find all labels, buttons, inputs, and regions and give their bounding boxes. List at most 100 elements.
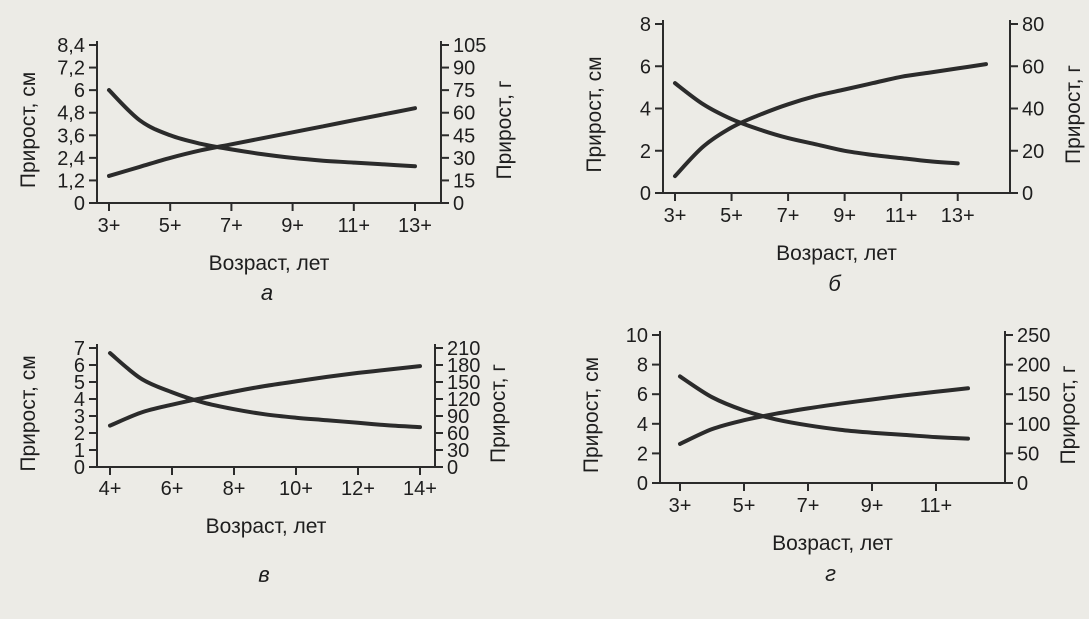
x-axis-label: Возраст, лет: [776, 242, 897, 265]
x-tick-label: 5+: [720, 205, 743, 227]
x-tick-label: 9+: [281, 215, 304, 237]
left-tick-label: 0: [74, 193, 85, 215]
right-tick-label: 0: [453, 193, 464, 215]
left-tick-label: 2: [74, 423, 85, 445]
x-tick-label: 14+: [403, 478, 437, 500]
x-axis-label: Возраст, лет: [209, 252, 330, 275]
right-tick-label: 105: [453, 35, 486, 57]
right-y-axis-label: Прирост, г: [1057, 365, 1080, 464]
panel-letter: г: [825, 561, 836, 586]
left-tick-label: 1: [74, 440, 85, 462]
right-tick-label: 150: [1017, 384, 1050, 406]
left-tick-label: 8: [640, 14, 651, 36]
panel-letter: а: [261, 280, 273, 305]
left-tick-label: 5: [74, 372, 85, 394]
x-tick-label: 7+: [777, 205, 800, 227]
left-tick-label: 7,2: [57, 58, 85, 80]
series-line-g: [107, 106, 417, 178]
left-tick-label: 6: [637, 384, 648, 406]
x-tick-label: 3+: [669, 495, 692, 517]
x-tick-label: 3+: [98, 215, 121, 237]
right-y-axis-label: Прирост, г: [493, 80, 516, 179]
right-tick-label: 30: [453, 148, 475, 170]
right-tick-label: 0: [447, 457, 458, 479]
left-tick-label: 1,2: [57, 170, 85, 192]
right-tick-label: 60: [453, 103, 475, 125]
left-tick-label: 0: [637, 473, 648, 495]
right-tick-label: 80: [1022, 14, 1044, 36]
right-tick-label: 250: [1017, 325, 1050, 347]
left-tick-label: 7: [74, 338, 85, 360]
left-y-axis-label: Прирост, см: [17, 72, 40, 188]
x-axis-label: Возраст, лет: [772, 532, 893, 555]
right-tick-label: 150: [447, 372, 480, 394]
x-tick-label: 11+: [338, 215, 370, 237]
series-line-cm: [108, 351, 422, 430]
left-tick-label: 10: [626, 325, 648, 347]
x-tick-label: 10+: [279, 478, 313, 500]
panel-letter: б: [828, 271, 842, 296]
left-tick-label: 2,4: [57, 148, 85, 170]
right-tick-label: 210: [447, 338, 480, 360]
right-tick-label: 90: [447, 406, 469, 428]
left-tick-label: 6: [640, 56, 651, 78]
x-tick-label: 11+: [885, 205, 917, 227]
left-y-axis-label: Прирост, см: [580, 357, 603, 473]
x-tick-label: 13+: [941, 205, 975, 227]
right-tick-label: 0: [1017, 473, 1028, 495]
x-tick-label: 8+: [223, 478, 246, 500]
left-y-axis-label: Прирост, см: [583, 56, 606, 172]
x-tick-label: 5+: [159, 215, 182, 237]
left-tick-label: 3: [74, 406, 85, 428]
left-tick-label: 2: [640, 141, 651, 163]
x-tick-label: 4+: [99, 478, 122, 500]
series-line-g: [673, 62, 988, 179]
x-tick-label: 12+: [341, 478, 375, 500]
left-tick-label: 4,8: [57, 103, 85, 125]
x-tick-label: 9+: [833, 205, 856, 227]
left-tick-label: 6: [74, 355, 85, 377]
panel-letter: в: [258, 562, 269, 587]
right-tick-label: 50: [1017, 443, 1039, 465]
right-tick-label: 30: [447, 440, 469, 462]
right-tick-label: 100: [1017, 414, 1050, 436]
x-tick-label: 7+: [797, 495, 820, 517]
right-tick-label: 15: [453, 170, 475, 192]
right-y-axis-label: Прирост, г: [1062, 65, 1085, 164]
right-tick-label: 90: [453, 58, 475, 80]
left-tick-label: 4: [637, 414, 648, 436]
x-tick-label: 13+: [398, 215, 432, 237]
right-tick-label: 20: [1022, 141, 1044, 163]
series-line-g: [678, 386, 970, 446]
left-tick-label: 0: [74, 457, 85, 479]
x-tick-label: 11+: [920, 495, 952, 517]
x-tick-label: 7+: [220, 215, 243, 237]
series-line-cm: [678, 374, 970, 441]
left-tick-label: 0: [640, 183, 651, 205]
series-line-cm: [107, 88, 417, 169]
right-tick-label: 0: [1022, 183, 1033, 205]
right-tick-label: 180: [447, 355, 480, 377]
left-tick-label: 4: [640, 99, 651, 121]
right-tick-label: 60: [447, 423, 469, 445]
right-tick-label: 75: [453, 80, 475, 102]
x-axis-label: Возраст, лет: [206, 515, 327, 538]
right-tick-label: 45: [453, 125, 475, 147]
left-tick-label: 8: [637, 355, 648, 377]
right-tick-label: 40: [1022, 99, 1044, 121]
left-tick-label: 8,4: [57, 35, 85, 57]
x-tick-label: 3+: [664, 205, 687, 227]
left-tick-label: 4: [74, 389, 85, 411]
right-tick-label: 200: [1017, 355, 1050, 377]
left-tick-label: 6: [74, 80, 85, 102]
x-tick-label: 5+: [733, 495, 756, 517]
left-y-axis-label: Прирост, см: [17, 355, 40, 471]
right-tick-label: 60: [1022, 56, 1044, 78]
left-tick-label: 2: [637, 443, 648, 465]
x-tick-label: 6+: [161, 478, 184, 500]
